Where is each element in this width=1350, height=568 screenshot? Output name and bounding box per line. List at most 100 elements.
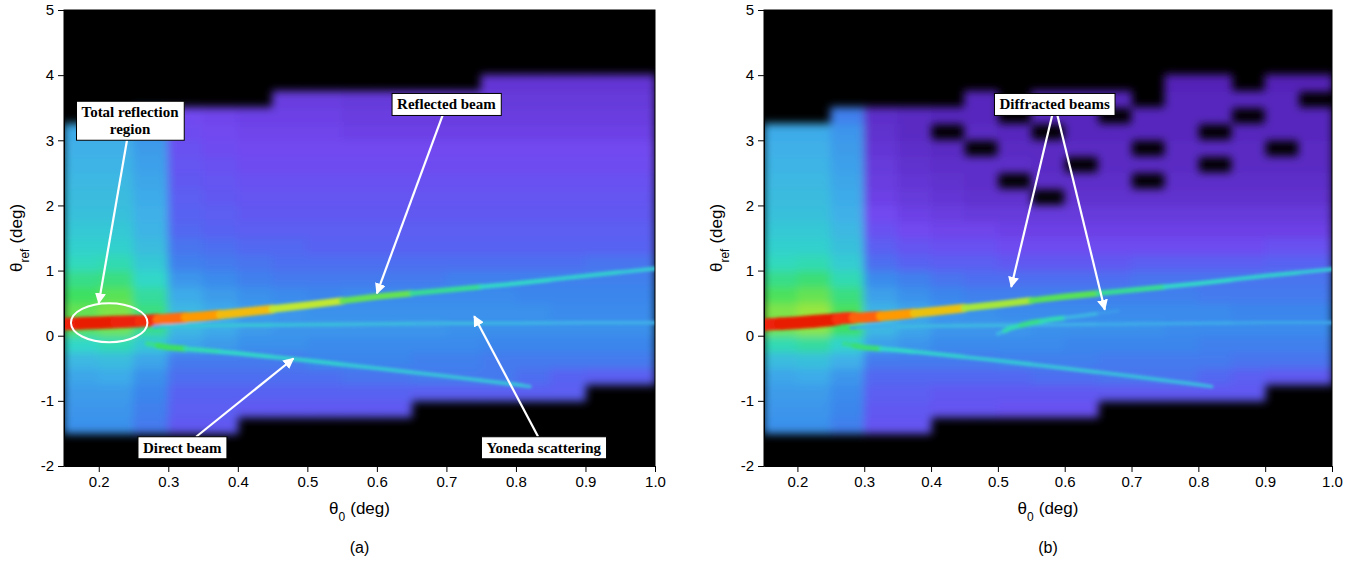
heat-cell (237, 368, 273, 385)
tick: 0.2 (89, 466, 110, 490)
heat-cell (864, 254, 898, 271)
tick: -1 (41, 392, 64, 409)
tick-label: 0.6 (1055, 473, 1076, 490)
heat-cell (133, 238, 169, 255)
beam-segment (186, 315, 221, 318)
heat-cell (515, 205, 551, 222)
tick: 0.5 (988, 466, 1009, 490)
heat-cell (133, 172, 169, 189)
heat-cell (1098, 319, 1132, 336)
beam-segment (342, 293, 412, 300)
heat-cell (307, 172, 343, 189)
heat-cell (764, 417, 798, 434)
heat-cell (585, 368, 621, 385)
beam-segment (898, 324, 965, 329)
heat-cell (481, 189, 517, 206)
heat-cell (764, 335, 798, 352)
tick-label: 0.8 (506, 473, 527, 490)
heat-cell (1098, 254, 1132, 271)
panel: 0.20.30.40.50.60.70.80.91.0-2-1012345θ0(… (707, 1, 1343, 556)
beam-segment (1165, 280, 1232, 287)
tick: 3 (746, 132, 764, 149)
heat-cell (585, 254, 621, 271)
heat-cell (931, 384, 965, 401)
heat-cell (342, 140, 378, 157)
heat-cell (585, 124, 621, 141)
heat-cell (797, 352, 831, 369)
heat-cell (931, 205, 965, 222)
heat-cell (585, 205, 621, 222)
heat-cell (64, 172, 99, 189)
heat-cell (550, 156, 586, 173)
heat-cell (797, 335, 831, 352)
heat-cell (620, 189, 655, 206)
heat-cell (964, 384, 998, 401)
heat-cell (830, 384, 864, 401)
heat-cell (307, 319, 343, 336)
annotation-arrow (99, 140, 127, 303)
heat-cell (620, 172, 655, 189)
heat-cell (272, 319, 308, 336)
annotation-arrow (196, 359, 293, 437)
heat-cell (764, 221, 798, 238)
heat-cell (168, 221, 204, 238)
heat-cell (931, 400, 965, 417)
heat-cell (550, 172, 586, 189)
heat-cell (1265, 91, 1299, 108)
heat-cell (864, 221, 898, 238)
heat-cell (203, 417, 239, 434)
heat-cell (1064, 303, 1098, 320)
heat-cell (764, 352, 798, 369)
heat-cell (1098, 221, 1132, 238)
heat-cell (1064, 335, 1098, 352)
annotation: Diffracted beams (994, 93, 1115, 309)
heat-cell (342, 254, 378, 271)
heat-cell (931, 368, 965, 385)
heat-cell (931, 189, 965, 206)
heat-cell (64, 417, 99, 434)
heat-cell (1231, 286, 1265, 303)
heat-cell (168, 205, 204, 222)
heat-cell (1164, 205, 1198, 222)
beam-segment (1165, 321, 1232, 325)
beam-segment (412, 287, 482, 294)
axis-line (64, 11, 65, 467)
heat-cell (964, 172, 998, 189)
beam-segment (1031, 364, 1098, 372)
heat-cell (585, 172, 621, 189)
heat-cell (237, 189, 273, 206)
heat-cell (550, 221, 586, 238)
heat-cell (1164, 91, 1198, 108)
heat-cell (411, 319, 447, 336)
tick-mark (864, 466, 865, 472)
heat-cell (203, 238, 239, 255)
heat-cell (64, 156, 99, 173)
tick: 5 (46, 1, 64, 18)
heat-cell (964, 107, 998, 124)
annotation-text: Diffracted beams (999, 96, 1110, 112)
heat-cell (133, 156, 169, 173)
heat-cell (1298, 335, 1332, 352)
heat-cell (964, 286, 998, 303)
heat-cell (1231, 352, 1265, 369)
heat-cell (620, 368, 655, 385)
tick-label: 0.9 (1255, 473, 1276, 490)
heat-cell (133, 400, 169, 417)
heat-cell (446, 384, 482, 401)
heat-cell (515, 140, 551, 157)
heat-cell (997, 140, 1031, 157)
beam-segment (964, 357, 1031, 364)
heat-cell (376, 189, 412, 206)
heat-cell (830, 368, 864, 385)
heat-cell (830, 270, 864, 287)
tick-label: 0.2 (89, 473, 110, 490)
beam-segment (161, 324, 203, 329)
heat-cell (585, 303, 621, 320)
tick: 0.3 (158, 466, 179, 490)
heat-cell (620, 156, 655, 173)
heat-cell (585, 221, 621, 238)
heat-cell (481, 221, 517, 238)
heat-cell (411, 124, 447, 141)
heat-cell (64, 335, 99, 352)
tick-mark (758, 466, 764, 467)
